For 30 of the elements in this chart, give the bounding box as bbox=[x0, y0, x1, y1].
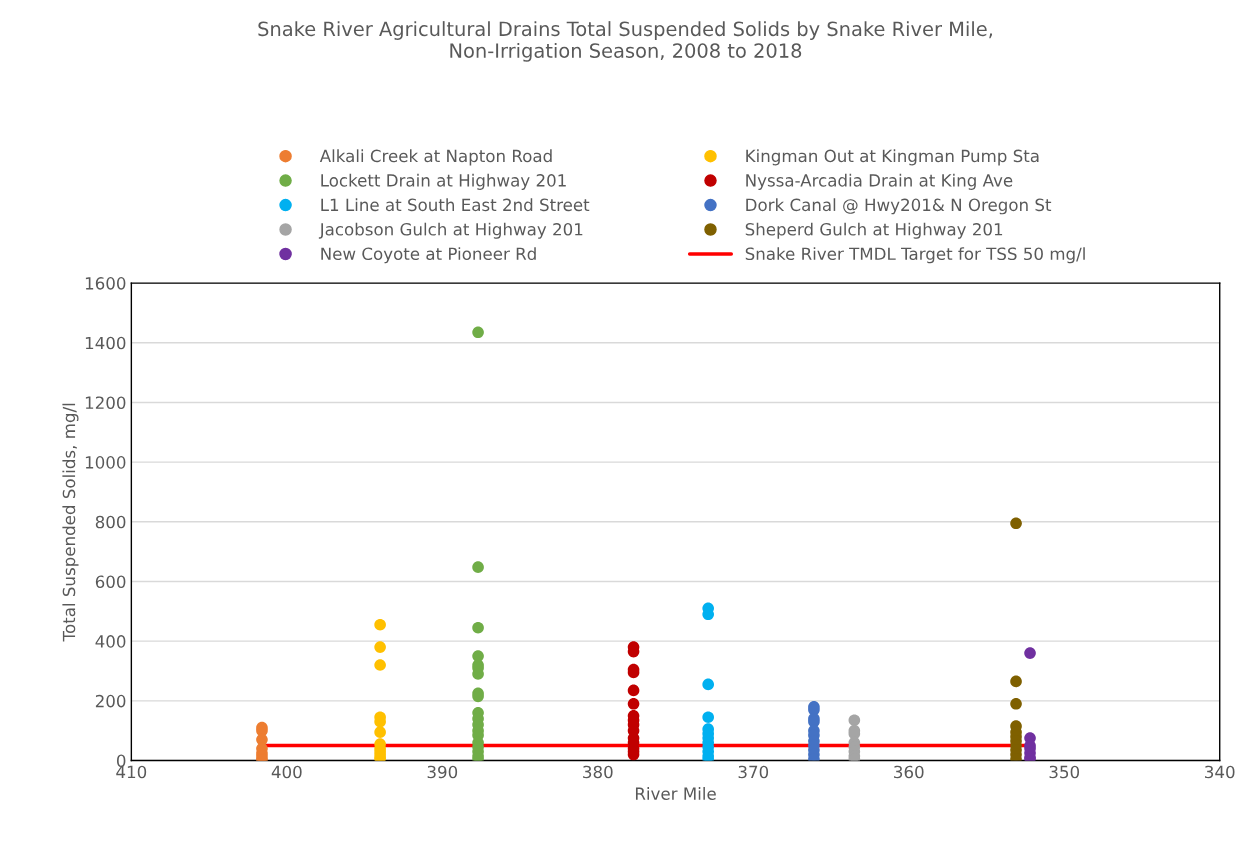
y-tick-label: 1600 bbox=[85, 277, 126, 290]
y-tick-label: 600 bbox=[95, 575, 126, 589]
y-tick-label: 0 bbox=[116, 754, 126, 768]
x-tick-label: 370 bbox=[738, 765, 769, 779]
x-tick-label: 400 bbox=[271, 765, 302, 779]
x-tick-label: 380 bbox=[583, 765, 613, 779]
legend-label: Jacobson Gulch at Highway 201 bbox=[318, 222, 583, 239]
chart-title: Snake River Agricultural Drains Total Suspended Solids by Snake River Mile, Non-Irrigation Season, 2008 to 2018 bbox=[258, 21, 992, 62]
legend-label: Lockett Drain at Highway 201 bbox=[321, 173, 566, 190]
legend-label: Kingman Out at Kingman Pump Sta bbox=[746, 149, 1039, 166]
legend-label: L1 Line at South East 2nd Street bbox=[321, 198, 590, 212]
legend-label: Nyssa-Arcadia Drain at King Ave bbox=[746, 173, 1013, 190]
y-tick-label: 800 bbox=[95, 515, 126, 529]
legend-label: New Coyote at Pioneer Rd bbox=[321, 247, 536, 264]
legend-label: Dork Canal @ Hwy201& N Oregon St bbox=[746, 198, 1052, 215]
x-tick-label: 350 bbox=[1049, 765, 1080, 779]
legend-label: Snake River TMDL Target for TSS 50 mg/l bbox=[745, 247, 1085, 264]
y-tick-label: 1000 bbox=[85, 456, 126, 469]
x-tick-label: 340 bbox=[1205, 765, 1235, 779]
x-tick-label: 360 bbox=[894, 765, 924, 779]
y-tick-label: 200 bbox=[95, 694, 126, 708]
x-tick-label: 390 bbox=[427, 765, 458, 779]
y-tick-label: 1200 bbox=[85, 396, 126, 409]
y-axis-title: Total Suspended Solids, mg/l bbox=[62, 403, 79, 642]
legend-label: Alkali Creek at Napton Road bbox=[319, 149, 552, 166]
x-axis-title: River Mile bbox=[635, 787, 716, 800]
y-tick-label: 1400 bbox=[85, 336, 126, 350]
legend-label: Sheperd Gulch at Highway 201 bbox=[745, 222, 1003, 239]
x-tick-label: 410 bbox=[116, 765, 147, 779]
y-tick-label: 400 bbox=[95, 635, 126, 648]
